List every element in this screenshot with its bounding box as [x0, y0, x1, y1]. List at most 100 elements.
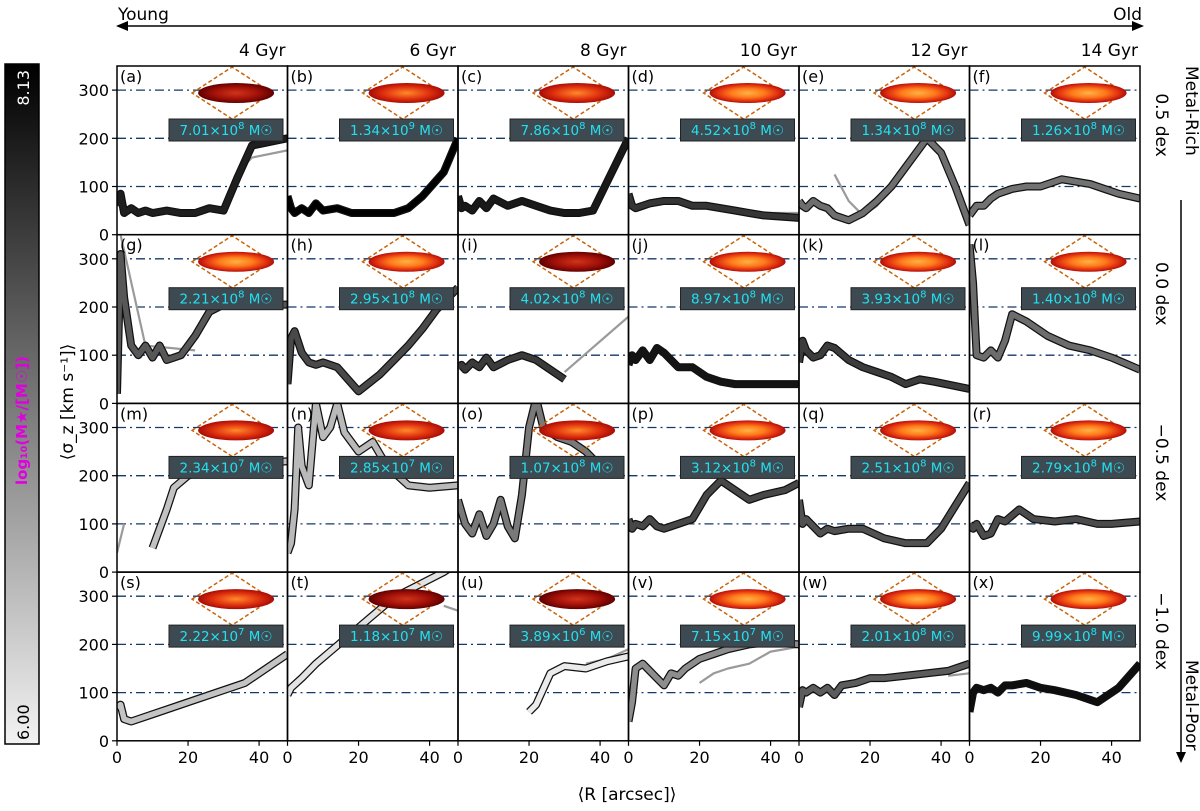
series-line-outline	[117, 134, 288, 218]
series-line	[969, 506, 1140, 539]
panel-tag: (x)	[973, 573, 995, 592]
x-tick-label: 40	[249, 748, 269, 767]
mass-label: 1.34×108 M☉	[862, 121, 955, 139]
mass-label-box	[509, 287, 625, 311]
mass-label-box	[339, 455, 454, 479]
panel-t: 1.18×107 M☉ (t) 0 20 40	[282, 571, 459, 767]
panel-tag: (u)	[461, 573, 484, 592]
row-title: −1.0 dex	[1151, 592, 1171, 670]
inset-diamond	[531, 234, 615, 289]
panel-tag: (t)	[291, 573, 310, 592]
row-title: 0.0 dex	[1151, 262, 1171, 325]
y-tick-label: 100	[78, 684, 109, 703]
panel-tag: (r)	[973, 404, 992, 423]
mass-label: 1.18×107 M☉	[350, 627, 443, 645]
x-tick-label: 20	[689, 748, 709, 767]
mass-label-box	[850, 287, 966, 311]
x-tick-label: 0	[112, 748, 122, 767]
panel-tag: (w)	[802, 573, 828, 592]
series-line	[458, 352, 567, 382]
y-tick-label: 200	[78, 467, 109, 486]
mass-label: 2.34×107 M☉	[180, 458, 273, 476]
inset-galaxy-map	[368, 83, 445, 103]
mass-label-box	[850, 455, 966, 479]
mass-label-box	[850, 624, 966, 648]
inset-diamond	[702, 66, 785, 120]
panel-tag: (h)	[291, 236, 314, 255]
secondary-series-line	[563, 315, 629, 373]
series-line	[799, 135, 970, 227]
panel-w: 2.01×108 M☉ (w) 0 20 40	[794, 571, 971, 767]
column-title: 14 Gyr	[1081, 41, 1138, 61]
inset-galaxy-map	[539, 83, 616, 103]
mass-label: 2.95×108 M☉	[350, 290, 443, 308]
panel-n: 2.85×107 M☉ (n)	[286, 402, 459, 573]
panel-r: 2.79×108 M☉ (r)	[968, 402, 1141, 573]
inset-diamond	[702, 572, 785, 626]
x-tick-label: 0	[453, 748, 463, 767]
series-line	[969, 661, 1140, 713]
mass-label: 4.02×108 M☉	[521, 290, 614, 308]
series-line-outline	[799, 480, 970, 548]
series-line	[628, 345, 799, 387]
column-title: 6 Gyr	[410, 41, 456, 61]
panel-i: 4.02×108 M☉ (i)	[457, 233, 630, 405]
secondary-series-line	[443, 604, 458, 612]
mass-label: 3.12×108 M☉	[691, 458, 784, 476]
panel-tag: (j)	[632, 236, 649, 255]
inset-diamond	[872, 403, 956, 458]
inset-diamond	[872, 66, 956, 120]
series-line	[799, 481, 970, 546]
series-line	[969, 176, 1140, 218]
panel-f: 1.26×108 M☉ (f)	[968, 65, 1141, 236]
colorbar-max-label: 8.13	[14, 70, 33, 106]
metal-poor-label: Metal-Poor	[1181, 660, 1200, 751]
inset-galaxy-map	[539, 589, 616, 610]
mass-label: 2.79×108 M☉	[1032, 458, 1125, 476]
y-tick-label: 0	[99, 563, 109, 582]
panel-o: 1.07×108 M☉ (o)	[457, 402, 630, 573]
mass-label: 1.07×108 M☉	[521, 458, 614, 476]
inset-diamond	[190, 572, 274, 626]
inset-diamond	[361, 403, 444, 458]
panel-tag: (b)	[291, 67, 314, 86]
series-line-outline	[117, 650, 288, 726]
inset-galaxy-map	[880, 420, 957, 441]
mass-label: 7.86×108 M☉	[521, 121, 614, 139]
inset-diamond	[531, 572, 615, 626]
mass-label: 7.01×108 M☉	[180, 121, 273, 139]
panel-u: 3.89×106 M☉ (u) 0 20 40	[453, 571, 630, 767]
panel-g: 2.21×108 M☉ (g) 0 100 200 300	[78, 233, 289, 413]
y-tick-label: 200	[78, 635, 109, 654]
x-tick-label: 40	[760, 748, 780, 767]
inset-diamond	[531, 66, 615, 120]
inset-diamond	[1043, 234, 1126, 289]
mass-label-box	[339, 287, 454, 311]
series-line	[969, 244, 1140, 373]
mass-label: 3.93×108 M☉	[862, 290, 955, 308]
mass-label: 1.26×108 M☉	[1032, 121, 1125, 139]
inset-diamond	[531, 403, 615, 458]
mass-label: 2.85×107 M☉	[350, 458, 443, 476]
y-tick-label: 0	[99, 226, 109, 245]
mass-label-box	[168, 455, 284, 479]
panel-b: 1.34×109 M☉ (b)	[286, 65, 459, 236]
series-line	[628, 639, 799, 723]
inset-galaxy-map	[539, 420, 616, 441]
panel-j: 8.97×108 M☉ (j)	[627, 233, 800, 405]
series-line-outline	[287, 136, 458, 218]
series-line-outline	[799, 134, 970, 227]
panel-l: 1.40×108 M☉ (l)	[968, 233, 1141, 405]
age-arrow: Young Old	[116, 5, 1144, 31]
x-tick-label: 20	[178, 748, 198, 767]
y-tick-label: 0	[99, 394, 109, 413]
panel-p: 3.12×108 M☉ (p)	[627, 402, 800, 573]
mass-label: 7.15×107 M☉	[691, 627, 784, 645]
mass-label-box	[509, 455, 625, 479]
panel-tag: (m)	[120, 404, 148, 423]
mass-label: 2.22×107 M☉	[180, 627, 273, 645]
panel-e: 1.34×108 M☉ (e)	[798, 65, 971, 236]
series-line	[799, 337, 970, 392]
mass-label-box	[680, 624, 795, 648]
